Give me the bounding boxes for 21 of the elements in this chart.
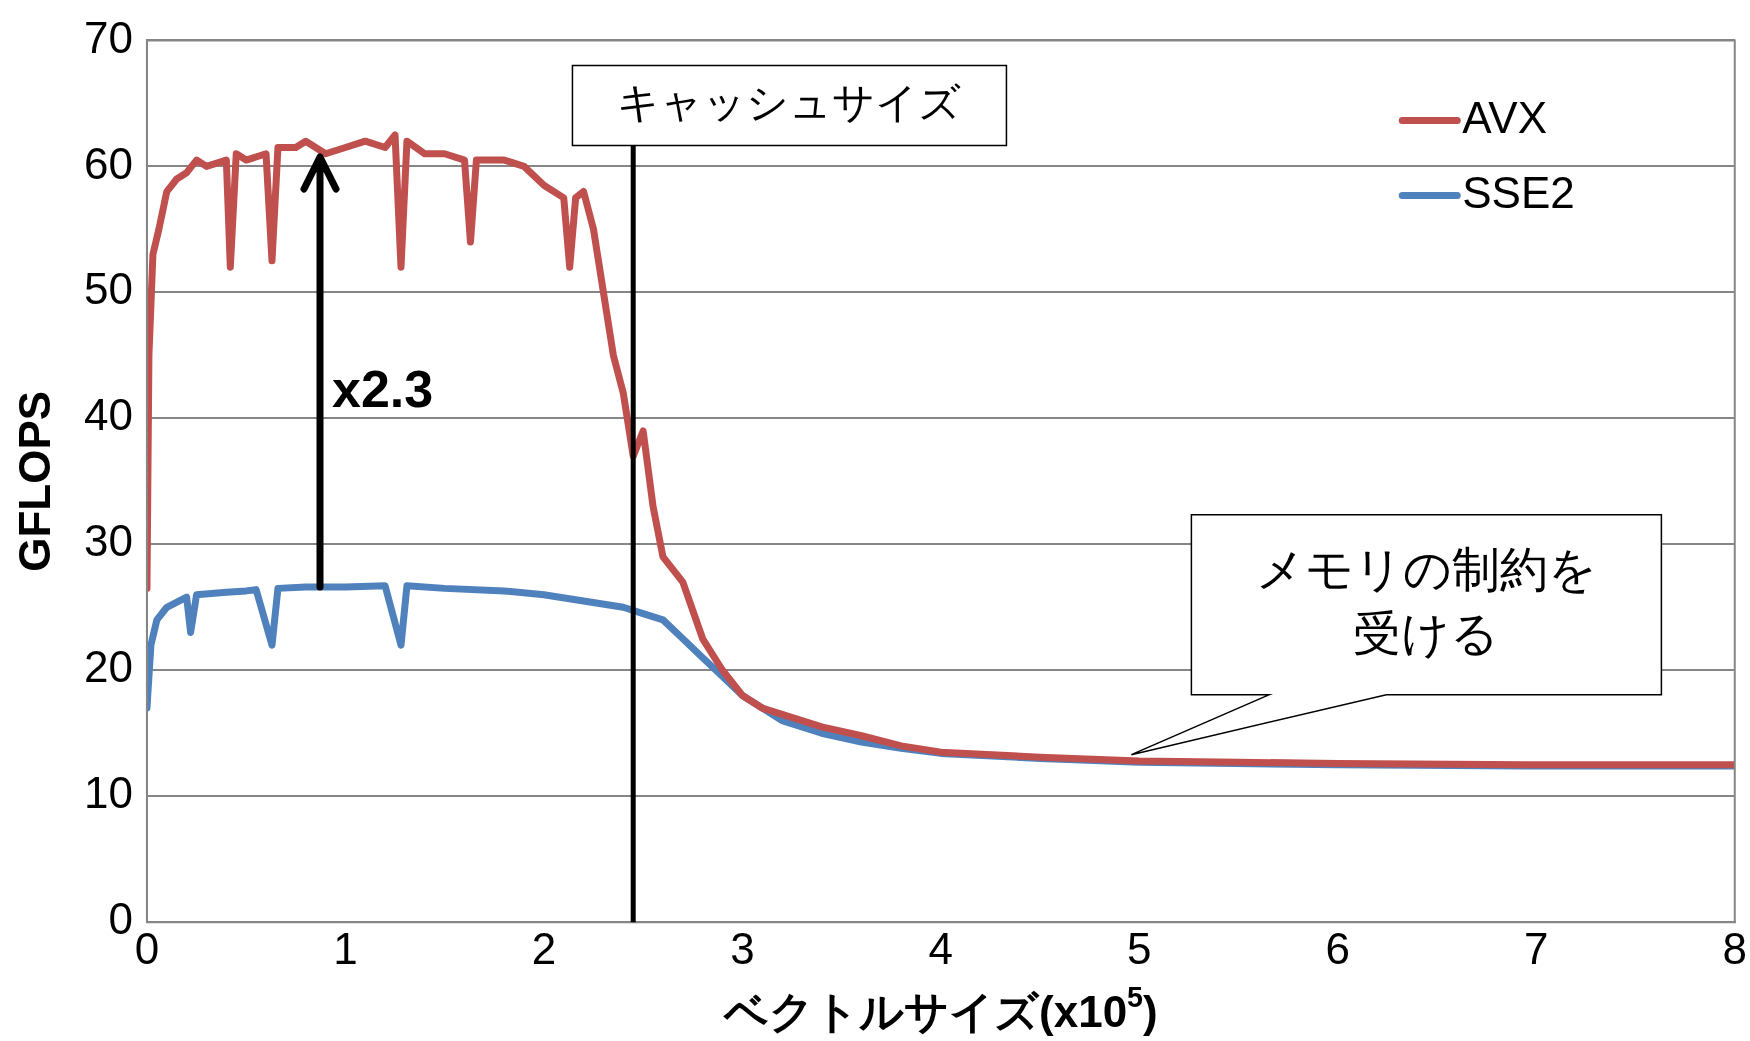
x-tick-label: 2: [531, 923, 557, 973]
y-axis-title: GFLOPS: [10, 390, 60, 572]
y-tick-label: 60: [83, 138, 133, 188]
y-tick-label: 70: [83, 12, 133, 62]
y-tick-label: 10: [83, 768, 133, 818]
x-tick-label: 7: [1524, 923, 1549, 973]
x-tick-label: 6: [1325, 923, 1351, 973]
x-tick-label: 5: [1127, 923, 1152, 973]
x-tick-label: 1: [333, 923, 358, 973]
annotation: メモリの制約を受ける: [1255, 542, 1597, 660]
x-tick-label: 3: [730, 923, 755, 973]
y-tick-label: 50: [83, 264, 133, 314]
annotation: x2.3: [332, 360, 434, 419]
y-tick-label: 20: [83, 642, 133, 692]
x-tick-label: 8: [1722, 923, 1748, 973]
y-tick-label: 40: [83, 390, 133, 440]
y-tick-label: 30: [83, 516, 133, 566]
legend-label: AVX: [1462, 92, 1548, 142]
legend-label: SSE2: [1462, 167, 1575, 217]
ref-line-label: キャッシュサイズ: [617, 78, 962, 126]
x-tick-label: 4: [928, 923, 954, 973]
